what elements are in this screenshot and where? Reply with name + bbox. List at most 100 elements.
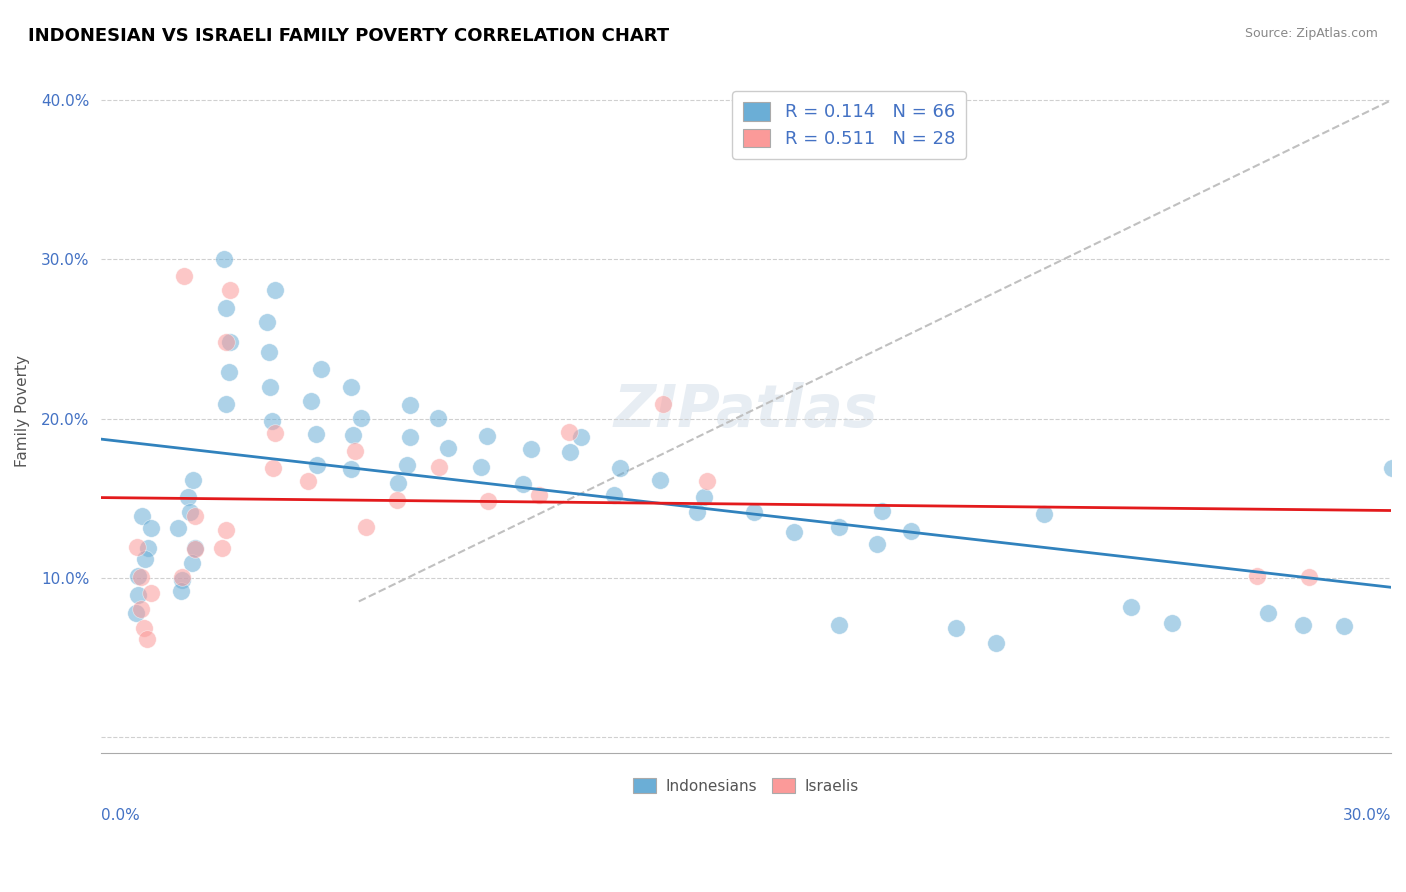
Point: [215, 397, 238, 411]
Point: [263, 283, 285, 297]
Point: [602, 488, 624, 502]
Point: [651, 397, 673, 411]
Point: [609, 461, 631, 475]
Point: [558, 425, 581, 439]
Point: [342, 428, 364, 442]
Point: [686, 505, 709, 519]
Point: [257, 345, 280, 359]
Point: [477, 493, 499, 508]
Point: [569, 430, 592, 444]
Point: [650, 473, 672, 487]
Point: [177, 490, 200, 504]
Point: [343, 444, 366, 458]
Point: [297, 474, 319, 488]
Point: [141, 585, 163, 599]
Point: [396, 458, 419, 473]
Point: [1257, 606, 1279, 620]
Point: [696, 474, 718, 488]
Point: [218, 365, 240, 379]
Point: [131, 509, 153, 524]
Point: [945, 621, 967, 635]
Point: [299, 393, 322, 408]
Text: 30.0%: 30.0%: [1343, 808, 1391, 823]
Point: [256, 315, 278, 329]
Point: [1032, 508, 1054, 522]
Point: [527, 488, 550, 502]
Point: [127, 588, 149, 602]
Point: [349, 411, 371, 425]
Point: [827, 618, 849, 632]
Point: [211, 541, 233, 555]
Point: [437, 441, 460, 455]
Point: [309, 362, 332, 376]
Point: [127, 569, 149, 583]
Point: [742, 505, 765, 519]
Point: [1161, 615, 1184, 630]
Point: [129, 602, 152, 616]
Point: [219, 334, 242, 349]
Point: [218, 283, 240, 297]
Point: [782, 524, 804, 539]
Point: [263, 426, 285, 441]
Text: ZIPatlas: ZIPatlas: [613, 382, 879, 439]
Point: [260, 414, 283, 428]
Point: [387, 493, 409, 508]
Point: [340, 462, 363, 476]
Point: [215, 301, 238, 316]
Point: [305, 427, 328, 442]
Point: [127, 540, 149, 554]
Text: 0.0%: 0.0%: [101, 808, 139, 823]
Point: [900, 524, 922, 538]
Point: [259, 380, 281, 394]
Point: [387, 476, 409, 491]
Point: [184, 508, 207, 523]
Point: [475, 429, 498, 443]
Text: INDONESIAN VS ISRAELI FAMILY POVERTY CORRELATION CHART: INDONESIAN VS ISRAELI FAMILY POVERTY COR…: [28, 27, 669, 45]
Point: [828, 520, 851, 534]
Point: [307, 458, 329, 472]
Point: [179, 506, 201, 520]
Point: [427, 460, 450, 475]
Point: [181, 556, 204, 570]
Point: [558, 444, 581, 458]
Point: [870, 504, 893, 518]
Point: [262, 461, 284, 475]
Point: [167, 521, 190, 535]
Point: [172, 570, 194, 584]
Point: [1246, 568, 1268, 582]
Point: [184, 541, 207, 556]
Point: [129, 570, 152, 584]
Point: [512, 476, 534, 491]
Point: [132, 621, 155, 635]
Point: [470, 459, 492, 474]
Point: [170, 573, 193, 587]
Point: [519, 442, 541, 456]
Y-axis label: Family Poverty: Family Poverty: [15, 354, 30, 467]
Point: [141, 521, 163, 535]
Point: [173, 269, 195, 284]
Point: [214, 252, 236, 266]
Point: [398, 398, 420, 412]
Point: [125, 606, 148, 620]
Point: [692, 490, 714, 504]
Point: [1333, 619, 1355, 633]
Point: [1291, 618, 1313, 632]
Point: [181, 473, 204, 487]
Point: [340, 380, 363, 394]
Point: [354, 520, 377, 534]
Point: [215, 334, 238, 349]
Point: [984, 636, 1007, 650]
Point: [134, 551, 156, 566]
Point: [170, 584, 193, 599]
Point: [215, 523, 238, 537]
Point: [183, 541, 205, 556]
Legend: Indonesians, Israelis: Indonesians, Israelis: [627, 772, 865, 799]
Point: [426, 411, 449, 425]
Point: [1381, 461, 1403, 475]
Point: [1298, 570, 1320, 584]
Point: [136, 541, 159, 556]
Point: [865, 537, 887, 551]
Point: [136, 632, 159, 646]
Point: [1119, 600, 1142, 615]
Point: [398, 430, 420, 444]
